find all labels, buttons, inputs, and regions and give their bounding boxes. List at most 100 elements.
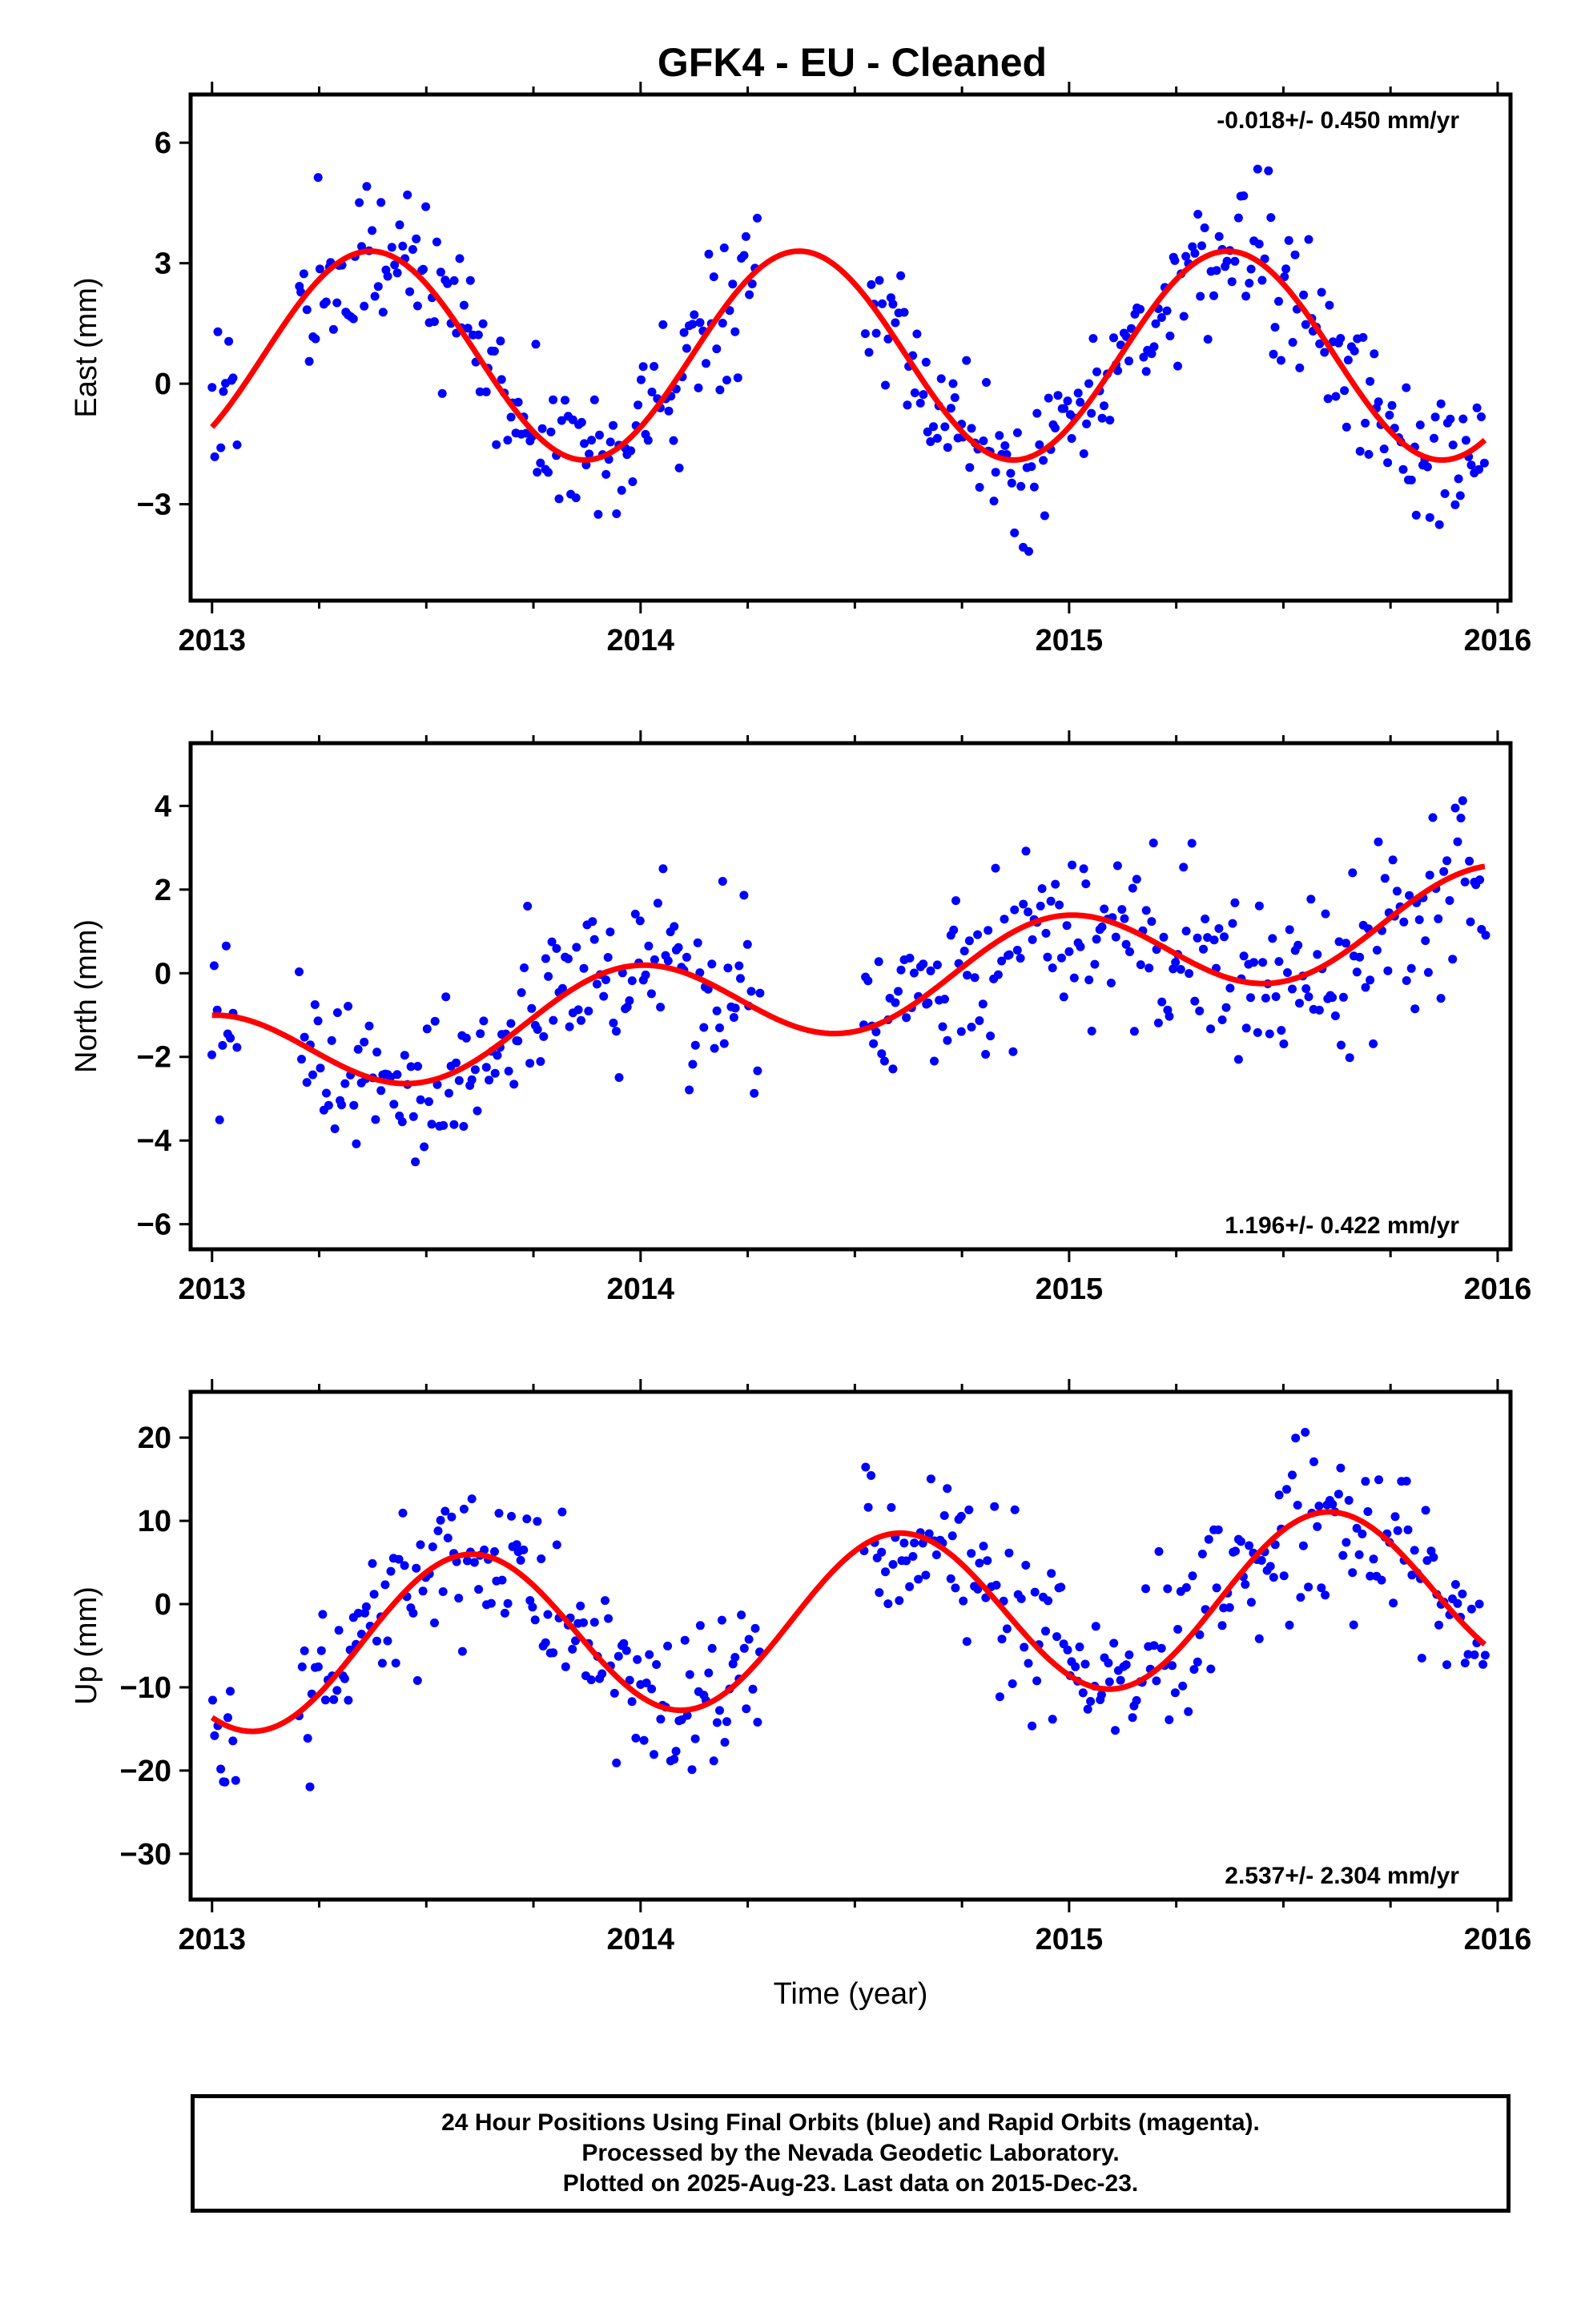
north-data-point	[1388, 855, 1398, 865]
east-data-point	[1010, 528, 1020, 537]
up-data-point	[436, 1515, 445, 1525]
north-data-point	[1372, 946, 1382, 955]
east-data-point	[1440, 489, 1450, 498]
north-data-point	[353, 1044, 363, 1054]
y-tick-label: −3	[137, 489, 171, 522]
up-data-point	[712, 1718, 722, 1727]
east-data-point	[1323, 394, 1333, 404]
up-data-point	[946, 1574, 955, 1583]
east-data-point	[896, 271, 906, 280]
north-data-point	[1283, 968, 1292, 977]
up-data-point	[344, 1695, 353, 1705]
up-data-point	[412, 1676, 422, 1685]
north-data-point	[1348, 868, 1358, 878]
up-data-point	[739, 1643, 749, 1653]
north-data-point	[473, 1106, 482, 1116]
east-data-point	[1173, 361, 1182, 371]
up-data-point	[494, 1509, 504, 1518]
north-data-point	[877, 1049, 887, 1059]
up-data-point	[528, 1602, 537, 1612]
east-data-point	[213, 327, 223, 336]
east-data-point	[455, 254, 465, 263]
up-data-point	[1193, 1657, 1202, 1667]
north-data-point	[400, 1051, 409, 1060]
east-data-point	[664, 406, 674, 416]
east-data-point	[702, 359, 710, 368]
up-data-point	[1344, 1496, 1354, 1505]
east-data-point	[638, 362, 648, 372]
north-data-point	[1465, 856, 1474, 866]
up-data-point	[231, 1775, 240, 1785]
north-data-point	[1190, 996, 1200, 1006]
up-data-point	[500, 1608, 509, 1618]
y-tick-label: −4	[137, 1124, 171, 1158]
north-data-point	[888, 1064, 898, 1074]
up-data-point	[1128, 1713, 1137, 1723]
up-data-point	[951, 1583, 960, 1593]
north-data-point	[520, 963, 529, 972]
up-data-point	[1460, 1659, 1470, 1668]
east-data-point	[637, 375, 646, 384]
north-data-point	[327, 1035, 336, 1045]
east-data-point	[473, 330, 483, 340]
east-data-point	[1197, 241, 1206, 251]
east-data-point	[719, 243, 729, 252]
up-data-point	[633, 1655, 642, 1664]
up-data-point	[1152, 1676, 1161, 1686]
north-data-point	[467, 1075, 477, 1084]
north-data-point	[1144, 963, 1154, 973]
up-data-point	[226, 1687, 235, 1696]
north-data-point	[209, 961, 219, 971]
x-tick-label: 2014	[607, 1273, 675, 1306]
north-data-point	[344, 1002, 353, 1011]
up-data-point	[1410, 1546, 1419, 1555]
north-data-point	[485, 1076, 494, 1085]
up-data-point	[742, 1704, 751, 1714]
up-data-point	[931, 1550, 941, 1559]
up-data-point	[877, 1547, 887, 1557]
east-data-point	[1458, 414, 1468, 424]
east-data-point	[1266, 213, 1276, 223]
up-data-point	[418, 1586, 428, 1596]
east-data-point	[1245, 279, 1254, 288]
north-data-point	[584, 1007, 593, 1015]
east-model-curve	[210, 248, 1487, 463]
north-data-point	[1153, 1018, 1163, 1027]
east-data-point	[1317, 287, 1326, 297]
up-data-point	[926, 1474, 935, 1484]
north-data-point	[710, 1043, 719, 1053]
east-data-point	[1035, 440, 1044, 449]
up-data-point	[709, 1756, 718, 1766]
east-data-point	[492, 440, 501, 449]
north-data-point	[371, 1115, 380, 1124]
north-data-point	[967, 1023, 976, 1031]
east-data-point	[747, 279, 757, 288]
east-data-point	[368, 226, 377, 235]
north-data-point	[1279, 1039, 1289, 1048]
up-data-point	[687, 1765, 697, 1775]
east-data-point	[1092, 367, 1101, 376]
east-data-point	[459, 300, 469, 310]
north-data-point	[1217, 1015, 1227, 1024]
up-data-point	[715, 1706, 724, 1715]
east-data-point	[1343, 356, 1353, 365]
north-data-point	[1406, 963, 1416, 973]
up-data-point	[1206, 1664, 1216, 1674]
east-data-point	[1379, 444, 1389, 454]
east-data-point	[1350, 346, 1359, 356]
north-data-point	[1051, 879, 1060, 889]
east-data-point	[1016, 481, 1026, 491]
east-data-point	[302, 305, 312, 315]
up-data-point	[609, 1688, 619, 1698]
north-data-point	[1169, 964, 1178, 974]
east-data-point	[883, 334, 893, 344]
up-data-point	[1170, 1688, 1180, 1698]
up-data-point	[1257, 1556, 1266, 1565]
north-data-point	[544, 971, 553, 981]
north-data-point	[476, 1029, 485, 1039]
east-data-point	[1179, 312, 1189, 321]
up-data-point	[1279, 1571, 1289, 1581]
north-data-point	[599, 991, 609, 1001]
north-data-point	[614, 1073, 624, 1082]
east-data-point	[403, 190, 412, 199]
